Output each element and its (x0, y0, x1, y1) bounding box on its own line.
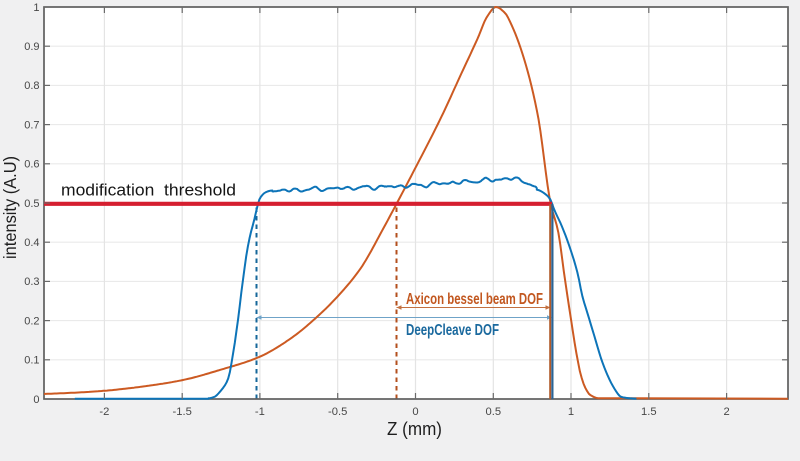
svg-text:-1.5: -1.5 (173, 406, 192, 418)
svg-text:DeepCleave DOF: DeepCleave DOF (406, 322, 499, 339)
svg-text:modification threshold: modification threshold (61, 181, 236, 200)
svg-text:1.5: 1.5 (641, 406, 657, 418)
svg-text:-2: -2 (99, 406, 109, 418)
svg-text:0: 0 (412, 406, 418, 418)
svg-text:0.3: 0.3 (24, 276, 39, 288)
svg-text:0.4: 0.4 (24, 237, 39, 249)
svg-text:0.6: 0.6 (24, 159, 39, 171)
svg-text:-0.5: -0.5 (328, 406, 347, 418)
svg-text:0.1: 0.1 (24, 355, 39, 367)
svg-text:0.7: 0.7 (24, 119, 39, 131)
svg-text:0: 0 (33, 394, 39, 406)
svg-text:0.2: 0.2 (24, 315, 39, 327)
svg-text:Z (mm): Z (mm) (387, 419, 442, 439)
svg-text:1: 1 (33, 2, 39, 14)
svg-text:Axicon bessel beam DOF: Axicon bessel beam DOF (406, 291, 543, 308)
svg-text:0.5: 0.5 (24, 198, 39, 210)
svg-text:intensity (A.U): intensity (A.U) (0, 156, 20, 259)
svg-text:0.9: 0.9 (24, 41, 39, 53)
svg-text:2: 2 (723, 406, 729, 418)
svg-text:-1: -1 (255, 406, 265, 418)
svg-text:1: 1 (568, 406, 574, 418)
svg-text:0.8: 0.8 (24, 80, 39, 92)
svg-text:0.5: 0.5 (486, 406, 502, 418)
